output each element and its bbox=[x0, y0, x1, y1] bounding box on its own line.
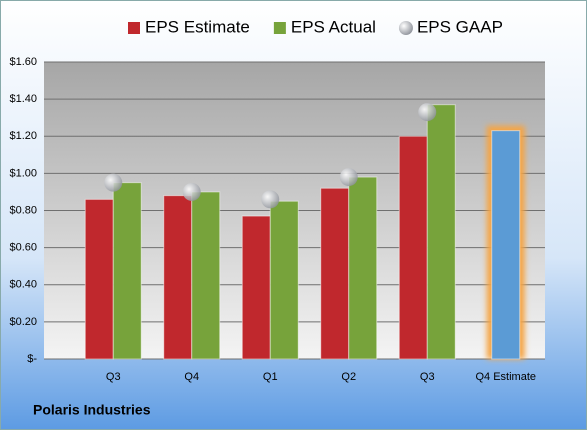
legend-label: EPS Estimate bbox=[145, 17, 250, 36]
bar bbox=[191, 191, 221, 360]
x-tick-label: Q3 bbox=[106, 371, 121, 383]
y-tick-label: $1.00 bbox=[9, 167, 37, 179]
gaap-marker bbox=[339, 168, 358, 187]
bar bbox=[163, 195, 193, 360]
y-tick-label: $0.60 bbox=[9, 242, 37, 254]
footer: Polaris Industries bbox=[33, 402, 151, 418]
x-tick-label: Q1 bbox=[263, 371, 278, 383]
legend-label: EPS GAAP bbox=[417, 17, 503, 36]
x-tick-label: Q2 bbox=[341, 371, 356, 383]
y-tick-label: $1.40 bbox=[9, 93, 37, 105]
y-tick-label: $0.40 bbox=[9, 279, 37, 291]
legend-swatch bbox=[398, 21, 413, 35]
bar bbox=[84, 198, 114, 360]
gaap-marker bbox=[104, 173, 123, 192]
x-tick-label: Q4 Estimate bbox=[475, 371, 536, 383]
gaap-marker bbox=[261, 190, 280, 209]
gaap-marker bbox=[418, 103, 437, 122]
bar bbox=[348, 176, 378, 360]
y-tick-label: $1.20 bbox=[9, 130, 37, 142]
y-tick-label: $0.80 bbox=[9, 204, 37, 216]
gaap-marker bbox=[182, 182, 201, 201]
legend-swatch bbox=[128, 22, 140, 34]
bar bbox=[112, 182, 142, 360]
bar bbox=[241, 215, 271, 360]
legend-swatch bbox=[273, 22, 286, 34]
bar bbox=[426, 104, 456, 360]
x-tick-label: Q4 bbox=[184, 371, 199, 383]
y-tick-label: $- bbox=[27, 353, 37, 365]
x-tick-label: Q3 bbox=[420, 371, 435, 383]
bar bbox=[491, 130, 521, 360]
legend-label: EPS Actual bbox=[291, 17, 376, 36]
bar bbox=[320, 187, 350, 360]
bar bbox=[269, 200, 299, 360]
y-tick-label: $0.20 bbox=[9, 316, 37, 328]
y-tick-label: $1.60 bbox=[9, 56, 37, 68]
bar bbox=[398, 135, 428, 360]
